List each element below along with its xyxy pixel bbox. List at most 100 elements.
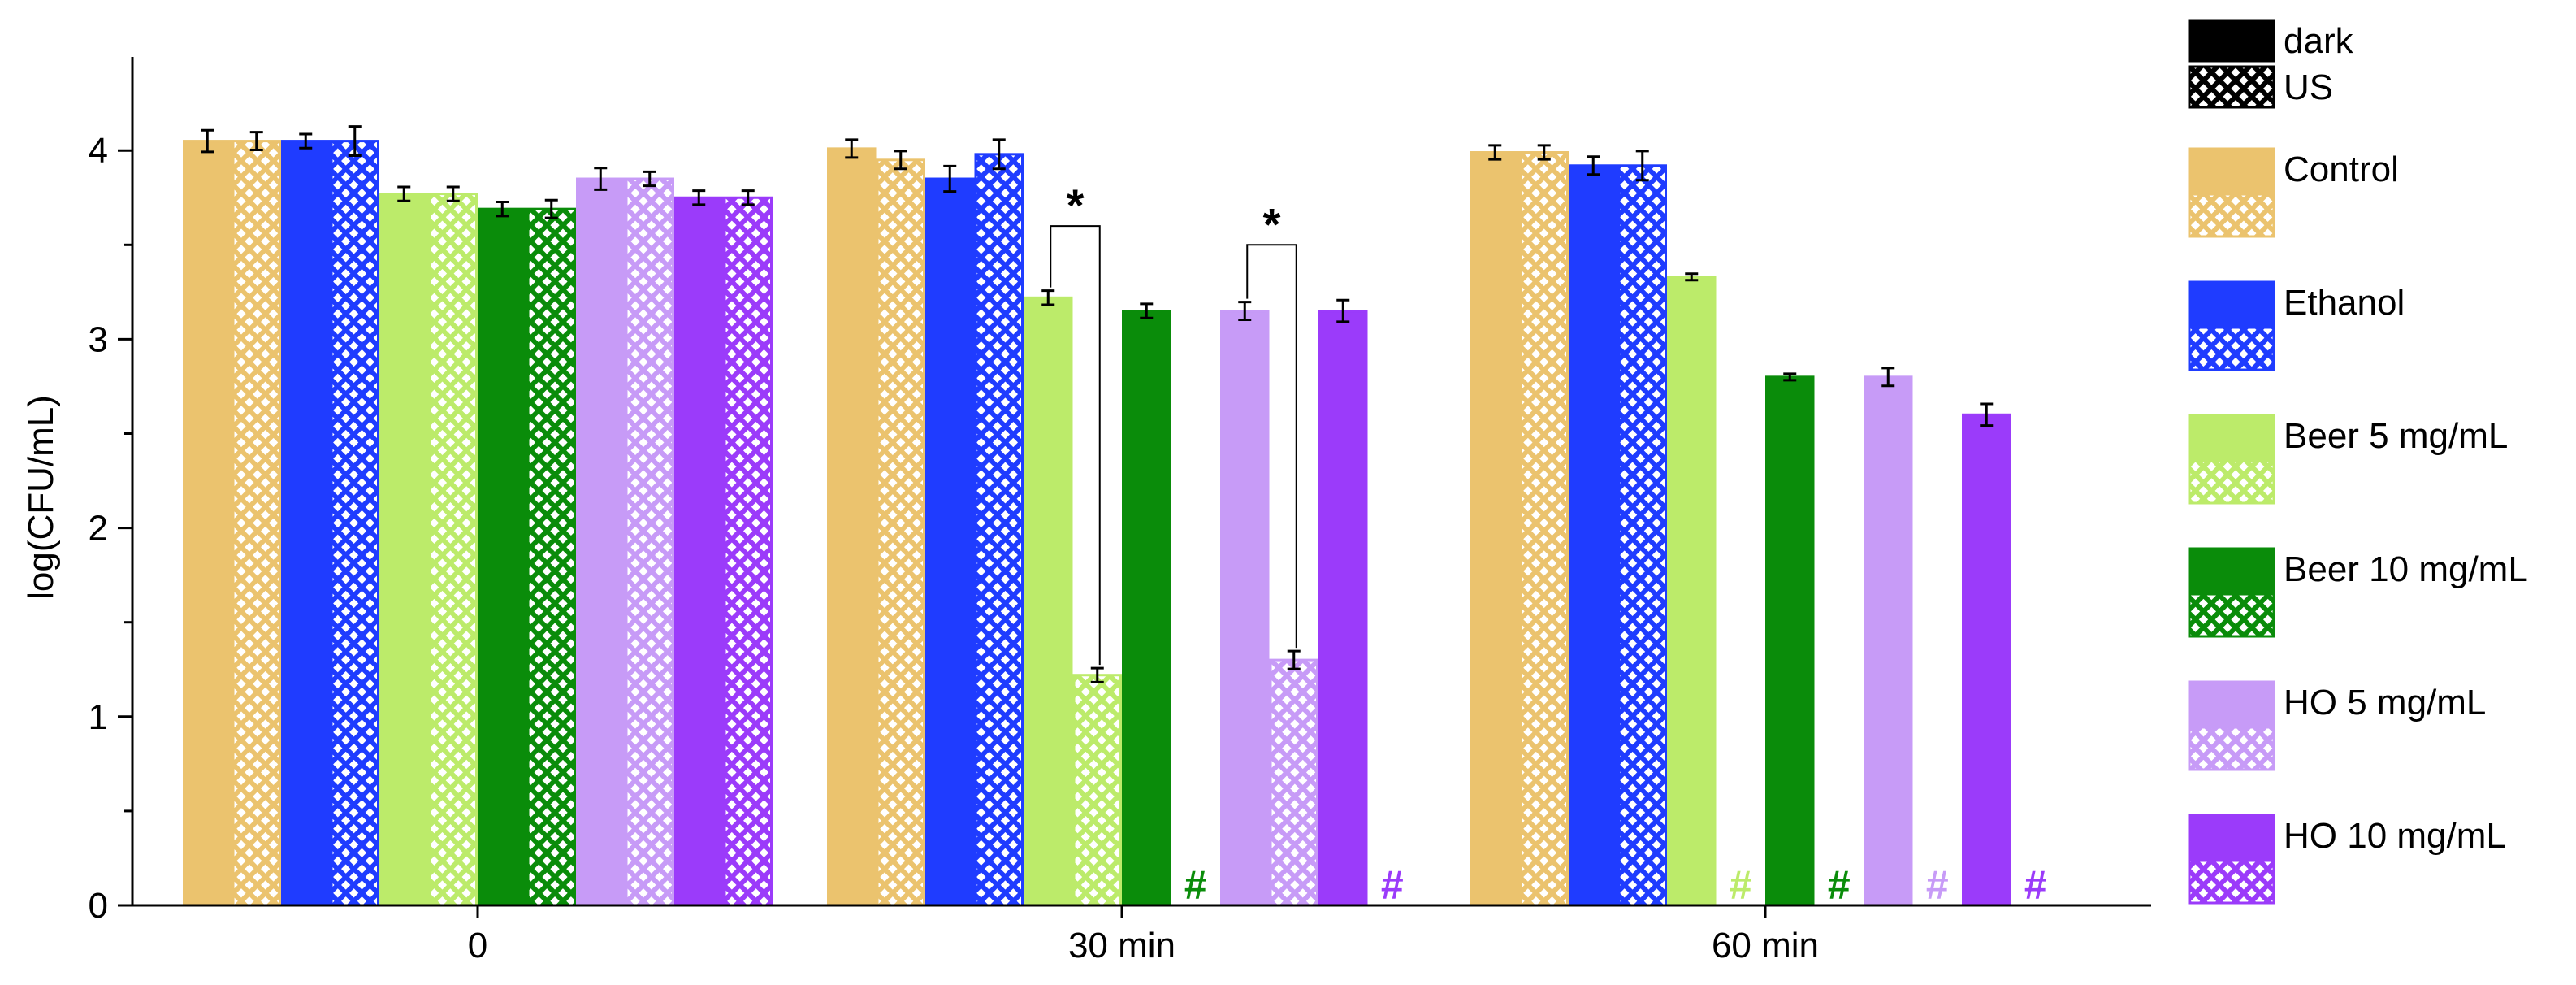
error-bar-control-us-30-min bbox=[894, 150, 907, 171]
error-bar-ho-10-mg-ml-dark-30-min bbox=[1336, 298, 1350, 323]
error-bar-beer-5-mg-ml-dark-0 bbox=[397, 185, 411, 202]
bar-beer-10-mg-ml-dark-60-min bbox=[1765, 375, 1815, 907]
bar-beer-5-mg-ml-dark-0 bbox=[379, 193, 429, 907]
bar-control-us-30-min bbox=[876, 158, 925, 907]
significance-star-beer-5-mg-ml: * bbox=[1067, 180, 1085, 231]
legend-swatch-dark bbox=[2188, 19, 2275, 63]
error-bar-ethanol-dark-30-min bbox=[943, 164, 957, 193]
not-detected-mark-beer-10-mg-ml-30-min: # bbox=[1184, 862, 1207, 908]
bar-ho-5-mg-ml-us-0 bbox=[625, 177, 674, 907]
legend-swatch-ethanol-us bbox=[2188, 326, 2275, 371]
bar-ethanol-dark-60-min bbox=[1569, 164, 1618, 907]
bar-beer-5-mg-ml-dark-30-min bbox=[1024, 296, 1073, 907]
not-detected-mark-beer-5-mg-ml-60-min: # bbox=[1730, 862, 1752, 908]
y-tick-label: 1 bbox=[89, 697, 108, 737]
bar-beer-5-mg-ml-us-30-min bbox=[1072, 674, 1122, 907]
error-bar-control-us-0 bbox=[249, 131, 263, 152]
not-detected-mark-ho-10-mg-ml-30-min: # bbox=[1381, 862, 1404, 908]
bar-beer-5-mg-ml-dark-60-min bbox=[1667, 276, 1717, 907]
legend-label-control: Control bbox=[2284, 150, 2399, 189]
y-tick-label: 4 bbox=[89, 131, 108, 171]
error-bar-ho-10-mg-ml-dark-60-min bbox=[1980, 402, 1994, 427]
error-bar-beer-10-mg-ml-dark-60-min bbox=[1783, 372, 1797, 382]
error-bar-beer-5-mg-ml-us-0 bbox=[446, 185, 460, 202]
bar-control-dark-30-min bbox=[827, 147, 877, 907]
bar-control-us-0 bbox=[232, 140, 281, 907]
legend-label-us: US bbox=[2284, 67, 2333, 107]
not-detected-marks: # # # # # # bbox=[1184, 862, 2047, 908]
x-tick-label: 0 bbox=[468, 926, 487, 965]
error-bar-ho-5-mg-ml-dark-0 bbox=[594, 167, 608, 191]
error-bar-ho-10-mg-ml-dark-0 bbox=[692, 189, 706, 206]
y-tick-label: 2 bbox=[89, 509, 108, 549]
legend-swatch-beer-10-mg-ml-us bbox=[2188, 592, 2275, 638]
bar-ho-10-mg-ml-dark-30-min bbox=[1318, 310, 1368, 907]
bar-control-dark-60-min bbox=[1470, 151, 1520, 907]
bar-ho-5-mg-ml-us-30-min bbox=[1269, 658, 1318, 907]
legend-label-ethanol: Ethanol bbox=[2284, 283, 2405, 323]
bar-ethanol-us-30-min bbox=[974, 153, 1024, 907]
bar-beer-10-mg-ml-dark-30-min bbox=[1122, 310, 1171, 907]
y-tick-label: 0 bbox=[89, 886, 108, 926]
not-detected-mark-ho-5-mg-ml-60-min: # bbox=[1926, 862, 1949, 908]
legend-swatch-ho-10-mg-ml-us bbox=[2188, 859, 2275, 905]
error-bar-ho-5-mg-ml-dark-30-min bbox=[1238, 301, 1252, 322]
bar-beer-5-mg-ml-us-0 bbox=[428, 193, 478, 907]
legend-label-ho-10-mg-ml: HO 10 mg/mL bbox=[2284, 816, 2506, 856]
error-bar-control-dark-0 bbox=[201, 128, 214, 154]
legend-label-dark: dark bbox=[2284, 21, 2354, 61]
legend-swatch-ethanol-dark bbox=[2188, 280, 2275, 329]
error-bar-ho-10-mg-ml-us-0 bbox=[741, 189, 755, 206]
error-bar-beer-10-mg-ml-dark-0 bbox=[496, 201, 509, 218]
error-bar-ho-5-mg-ml-us-30-min bbox=[1287, 649, 1301, 670]
significance-bracket-ho-5-mg-ml bbox=[1246, 244, 1297, 649]
bar-ethanol-dark-0 bbox=[281, 140, 331, 907]
bar-ho-10-mg-ml-us-0 bbox=[723, 196, 773, 907]
error-bars bbox=[201, 125, 1994, 683]
legend-swatch-control-us bbox=[2188, 193, 2275, 238]
error-bar-control-dark-30-min bbox=[845, 138, 859, 159]
error-bar-ethanol-us-0 bbox=[348, 125, 362, 158]
error-bar-beer-5-mg-ml-us-30-min bbox=[1090, 666, 1104, 683]
error-bar-control-us-60-min bbox=[1537, 144, 1551, 161]
legend-swatch-beer-5-mg-ml-us bbox=[2188, 459, 2275, 505]
significance-brackets: * * bbox=[1050, 180, 1297, 666]
bar-control-us-60-min bbox=[1519, 151, 1569, 907]
x-tick-label: 60 min bbox=[1712, 926, 1819, 965]
error-bar-ho-5-mg-ml-us-0 bbox=[643, 170, 656, 188]
bar-ethanol-us-60-min bbox=[1617, 164, 1667, 907]
bar-ho-5-mg-ml-dark-60-min bbox=[1864, 375, 1913, 907]
bar-beer-10-mg-ml-us-0 bbox=[526, 207, 576, 907]
legend-swatch-us bbox=[2188, 65, 2275, 109]
error-bar-ethanol-dark-0 bbox=[299, 132, 313, 150]
y-tick-label: 3 bbox=[89, 319, 108, 359]
bar-ho-10-mg-ml-dark-60-min bbox=[1962, 413, 2011, 907]
error-bar-beer-10-mg-ml-us-0 bbox=[544, 198, 558, 219]
bar-control-dark-0 bbox=[183, 140, 232, 907]
not-detected-mark-ho-10-mg-ml-60-min: # bbox=[2024, 862, 2047, 908]
bar-ethanol-dark-30-min bbox=[925, 177, 975, 907]
legend-swatch-ho-5-mg-ml-us bbox=[2188, 726, 2275, 771]
error-bar-beer-10-mg-ml-dark-30-min bbox=[1140, 302, 1154, 319]
error-bar-ho-5-mg-ml-dark-60-min bbox=[1881, 367, 1895, 388]
legend-swatch-beer-10-mg-ml-dark bbox=[2188, 547, 2275, 596]
legend-swatch-beer-5-mg-ml-dark bbox=[2188, 414, 2275, 462]
error-bar-control-dark-60-min bbox=[1488, 144, 1502, 161]
error-bar-ethanol-dark-60-min bbox=[1587, 155, 1600, 176]
error-bar-beer-5-mg-ml-dark-30-min bbox=[1041, 289, 1055, 306]
legend-swatch-control-dark bbox=[2188, 147, 2275, 196]
bar-beer-10-mg-ml-dark-0 bbox=[478, 207, 527, 907]
legend: dark US Control Ethanol Beer 5 mg/mL Beer 10 … bbox=[2188, 19, 2528, 905]
bars bbox=[183, 140, 2011, 907]
not-detected-mark-beer-10-mg-ml-60-min: # bbox=[1828, 862, 1851, 908]
legend-label-beer-10-mg-ml: Beer 10 mg/mL bbox=[2284, 549, 2528, 589]
bar-ho-5-mg-ml-dark-0 bbox=[576, 177, 626, 907]
bar-ho-10-mg-ml-dark-0 bbox=[674, 196, 724, 907]
error-bar-beer-5-mg-ml-dark-60-min bbox=[1685, 272, 1699, 282]
x-tick-label: 30 min bbox=[1068, 926, 1175, 965]
legend-swatch-ho-5-mg-ml-dark bbox=[2188, 680, 2275, 729]
axes: 0 1 2 3 4 log(CFU/mL) 0 30 min 60 min bbox=[21, 57, 2151, 965]
bar-ho-5-mg-ml-dark-30-min bbox=[1220, 310, 1270, 907]
significance-bracket-beer-5-mg-ml bbox=[1050, 225, 1101, 666]
